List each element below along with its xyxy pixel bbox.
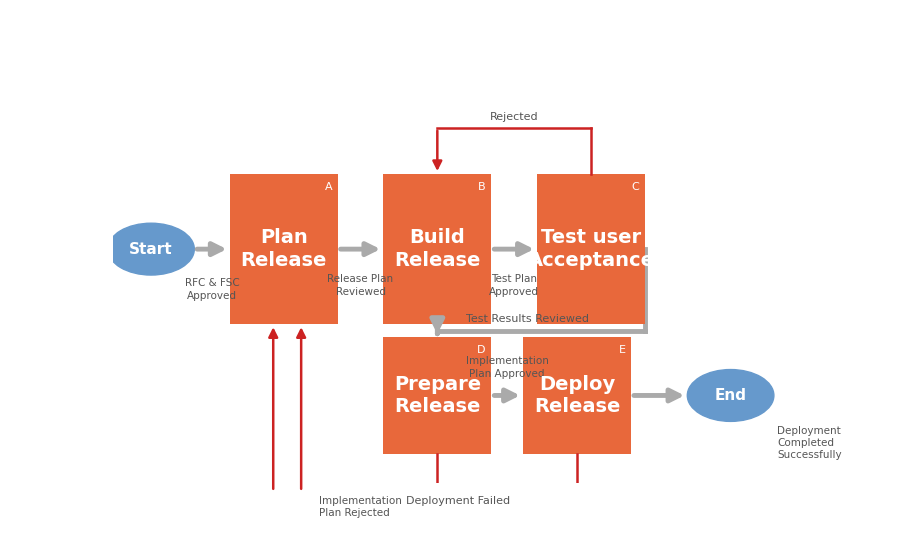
Text: Plan
Release: Plan Release bbox=[241, 228, 327, 270]
Text: Deployment Failed: Deployment Failed bbox=[406, 496, 510, 506]
Text: Test Plan
Approved: Test Plan Approved bbox=[489, 274, 539, 296]
FancyBboxPatch shape bbox=[523, 337, 631, 454]
Circle shape bbox=[108, 223, 195, 275]
Text: C: C bbox=[632, 182, 640, 192]
Text: RFC & FSC
Approved: RFC & FSC Approved bbox=[185, 279, 240, 301]
Text: Prepare
Release: Prepare Release bbox=[394, 375, 481, 416]
Circle shape bbox=[687, 370, 774, 421]
Text: Release Plan
Reviewed: Release Plan Reviewed bbox=[327, 274, 394, 296]
Text: Deploy
Release: Deploy Release bbox=[533, 375, 620, 416]
Text: Build
Release: Build Release bbox=[394, 228, 480, 270]
Text: E: E bbox=[618, 345, 625, 355]
Text: A: A bbox=[324, 182, 332, 192]
Text: Test Results Reviewed: Test Results Reviewed bbox=[466, 314, 588, 324]
Text: B: B bbox=[478, 182, 486, 192]
FancyBboxPatch shape bbox=[383, 337, 491, 454]
Text: Start: Start bbox=[129, 242, 173, 257]
FancyBboxPatch shape bbox=[537, 174, 645, 324]
Text: Rejected: Rejected bbox=[490, 112, 539, 122]
FancyBboxPatch shape bbox=[230, 174, 338, 324]
Text: D: D bbox=[478, 345, 486, 355]
Text: End: End bbox=[714, 388, 747, 403]
Text: Deployment
Completed
Successfully: Deployment Completed Successfully bbox=[778, 426, 842, 460]
Text: Implementation
Plan Approved: Implementation Plan Approved bbox=[466, 356, 549, 379]
FancyBboxPatch shape bbox=[383, 174, 491, 324]
Text: Test user
Acceptance: Test user Acceptance bbox=[527, 228, 654, 270]
Text: Implementation
Plan Rejected: Implementation Plan Rejected bbox=[319, 496, 402, 518]
